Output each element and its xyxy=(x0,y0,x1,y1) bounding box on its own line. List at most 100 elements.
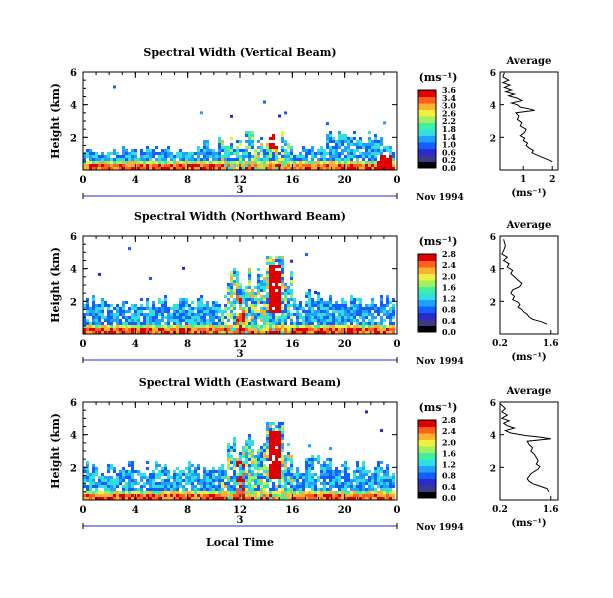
panel-title: Spectral Width (Eastward Beam) xyxy=(139,376,341,389)
heatmap-cell xyxy=(257,289,260,292)
heatmap-cell xyxy=(98,479,101,482)
heatmap-cell xyxy=(269,488,272,491)
heatmap-cell xyxy=(86,310,89,313)
heatmap-cell xyxy=(131,155,134,158)
heatmap-cell xyxy=(317,316,320,319)
heatmap-cell xyxy=(251,140,254,143)
heatmap-cell xyxy=(233,280,236,283)
heatmap-cell xyxy=(377,470,380,473)
heatmap-cell xyxy=(158,167,161,170)
heatmap-cell xyxy=(119,476,122,479)
heatmap-cell xyxy=(182,167,185,170)
colorbar-swatch xyxy=(418,148,436,156)
heatmap-cell xyxy=(332,494,335,497)
heatmap-cell xyxy=(248,494,251,497)
heatmap-cell xyxy=(107,313,110,316)
heatmap-cell xyxy=(323,149,326,152)
heatmap-cell xyxy=(287,316,290,319)
heatmap-cell xyxy=(167,325,170,328)
heatmap-cell xyxy=(206,155,209,158)
heatmap-cell xyxy=(266,256,269,259)
heatmap-cell xyxy=(299,301,302,304)
heatmap-cell xyxy=(332,137,335,140)
heatmap-cell xyxy=(272,158,275,161)
heatmap-cell xyxy=(332,161,335,164)
heatmap-cell xyxy=(185,325,188,328)
heatmap-cell xyxy=(236,161,239,164)
heatmap-cell xyxy=(218,158,221,161)
heatmap-cell xyxy=(299,488,302,491)
heatmap-cell xyxy=(236,322,239,325)
heatmap-cell xyxy=(176,473,179,476)
heatmap-cell xyxy=(182,161,185,164)
heatmap-cell xyxy=(221,164,224,167)
heatmap-cell xyxy=(242,319,245,322)
heatmap-cell xyxy=(131,322,134,325)
heatmap-cell xyxy=(194,479,197,482)
heatmap-cell xyxy=(164,497,167,500)
heatmap-cell xyxy=(278,298,281,301)
heatmap-cell xyxy=(314,497,317,500)
heatmap-cell xyxy=(344,494,347,497)
heatmap-cell xyxy=(92,301,95,304)
heatmap-cell xyxy=(377,464,380,467)
heatmap-cell xyxy=(125,149,128,152)
heatmap-cell xyxy=(104,301,107,304)
heatmap-cell xyxy=(275,494,278,497)
panel-3: Spectral Width (Eastward Beam)642Height … xyxy=(49,376,559,533)
heatmap-cell xyxy=(287,473,290,476)
heatmap-cell xyxy=(338,328,341,331)
heatmap-cell xyxy=(275,304,278,307)
heatmap-cell xyxy=(143,494,146,497)
heatmap-cell xyxy=(272,292,275,295)
heatmap-cell xyxy=(209,331,212,334)
heatmap-cell xyxy=(206,304,209,307)
heatmap-cell xyxy=(323,331,326,334)
heatmap-cell xyxy=(161,473,164,476)
heatmap-cell xyxy=(269,155,272,158)
heatmap-cell xyxy=(179,476,182,479)
heatmap-cell xyxy=(338,319,341,322)
heatmap-cell xyxy=(356,470,359,473)
heatmap-cell xyxy=(365,143,368,146)
heatmap-cell xyxy=(278,301,281,304)
heatmap-cell xyxy=(311,316,314,319)
heatmap-cell xyxy=(164,482,167,485)
heatmap-cell xyxy=(341,470,344,473)
heatmap-cell xyxy=(197,164,200,167)
heatmap-cell xyxy=(248,268,251,271)
heatmap-cell xyxy=(371,494,374,497)
heatmap-cell xyxy=(281,491,284,494)
heatmap-cell xyxy=(131,494,134,497)
heatmap-cell xyxy=(95,485,98,488)
heatmap-cell xyxy=(281,446,284,449)
heatmap-cell xyxy=(290,277,293,280)
heatmap-cell xyxy=(203,494,206,497)
heatmap-cell xyxy=(122,149,125,152)
heatmap-cell xyxy=(266,476,269,479)
heatmap-cell xyxy=(218,152,221,155)
heatmap-cell xyxy=(344,319,347,322)
heatmap-cell xyxy=(161,470,164,473)
heatmap-cell xyxy=(245,149,248,152)
heatmap-cell xyxy=(389,313,392,316)
heatmap-cell xyxy=(110,152,113,155)
heatmap-cell xyxy=(269,452,272,455)
heatmap-cell xyxy=(209,488,212,491)
heatmap-cell xyxy=(227,167,230,170)
heatmap-cell xyxy=(134,149,137,152)
heatmap-cell xyxy=(107,319,110,322)
heatmap-cell xyxy=(353,164,356,167)
heatmap-cell xyxy=(269,298,272,301)
heatmap-cell xyxy=(242,158,245,161)
heatmap-cell xyxy=(110,494,113,497)
heatmap-cell xyxy=(362,479,365,482)
heatmap-cell xyxy=(197,325,200,328)
heatmap-cell xyxy=(242,476,245,479)
heatmap-cell xyxy=(185,473,188,476)
heatmap-cell xyxy=(335,307,338,310)
heatmap-cell xyxy=(239,319,242,322)
heatmap-cell xyxy=(317,491,320,494)
heatmap-cell xyxy=(314,479,317,482)
heatmap-cell xyxy=(206,473,209,476)
